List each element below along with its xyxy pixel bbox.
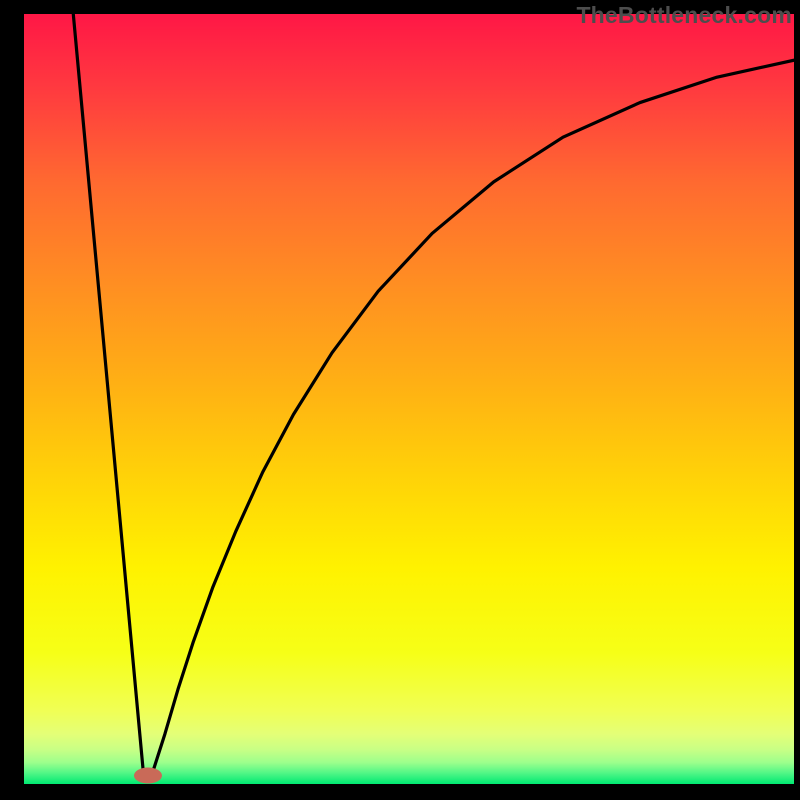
bottleneck-chart: TheBottleneck.com xyxy=(0,0,800,800)
bottleneck-curve xyxy=(73,14,794,772)
optimal-point-marker xyxy=(134,768,162,784)
curve-overlay xyxy=(24,14,794,784)
watermark-text: TheBottleneck.com xyxy=(576,2,792,29)
plot-area xyxy=(24,14,794,784)
